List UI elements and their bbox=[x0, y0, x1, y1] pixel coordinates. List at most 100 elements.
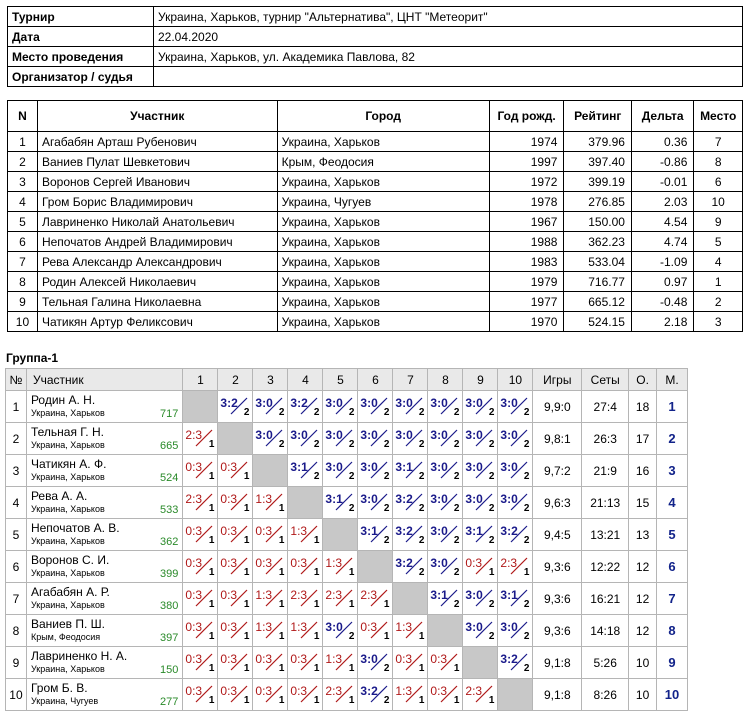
slash-icon bbox=[405, 557, 423, 575]
match-points: 2 bbox=[383, 663, 390, 674]
match-score: 3:2 2 bbox=[288, 391, 322, 419]
match-score: 0:3 1 bbox=[218, 519, 252, 547]
table-cell: -0.48 bbox=[630, 291, 695, 312]
match-score: 3:0 2 bbox=[428, 551, 462, 579]
group-row: 7 Агабабян А. Р. Украина, Харьков 380 0:3 1 0:… bbox=[5, 582, 688, 615]
match-points: 1 bbox=[208, 599, 215, 610]
score-text: 3:2 bbox=[220, 396, 238, 410]
score-text: 0:3 bbox=[220, 620, 238, 634]
score-text: 3:1 bbox=[430, 588, 448, 602]
match-score: 2:3 1 bbox=[183, 487, 217, 515]
info-label: Место проведения bbox=[7, 46, 154, 67]
match-points: 2 bbox=[523, 471, 530, 482]
match-score: 2:3 1 bbox=[463, 679, 497, 707]
score-text: 0:3 bbox=[395, 652, 413, 666]
match-result-cell: 3:0 2 bbox=[427, 550, 464, 583]
score-text: 2:3 bbox=[185, 492, 203, 506]
diagonal-cell bbox=[322, 518, 359, 551]
match-score: 3:0 2 bbox=[463, 423, 497, 451]
match-points: 2 bbox=[348, 471, 355, 482]
match-points: 2 bbox=[418, 535, 425, 546]
match-score: 0:3 1 bbox=[253, 551, 287, 579]
match-result-cell: 1:3 1 bbox=[252, 614, 289, 647]
table-cell: Украина, Харьков bbox=[276, 251, 490, 272]
group-results-table: № Участник 1 2 3 4 5 6 7 8 9 10 Игры Сеты О. М. 1 Родин … bbox=[5, 368, 688, 711]
match-score: 1:3 1 bbox=[393, 679, 427, 707]
points-cell: 12 bbox=[628, 550, 658, 583]
score-text: 3:1 bbox=[395, 460, 413, 474]
player-name: Тельная Г. Н. bbox=[30, 425, 104, 439]
games-cell: 9,3:6 bbox=[532, 582, 583, 615]
table-cell: Украина, Харьков bbox=[276, 131, 490, 152]
match-points: 1 bbox=[208, 471, 215, 482]
slash-icon bbox=[335, 589, 353, 607]
group-row: 8 Ваниев П. Ш. Крым, Феодосия 397 0:3 1 0:3 1 1:… bbox=[5, 614, 688, 647]
table-cell: 0.97 bbox=[630, 271, 695, 292]
score-text: 3:0 bbox=[465, 588, 483, 602]
score-text: 3:2 bbox=[395, 524, 413, 538]
match-score: 3:0 2 bbox=[358, 455, 392, 483]
slash-icon bbox=[510, 493, 528, 511]
match-score: 1:3 1 bbox=[253, 583, 287, 611]
slash-icon bbox=[230, 653, 248, 671]
match-points: 2 bbox=[453, 567, 460, 578]
table-cell: 0.36 bbox=[630, 131, 695, 152]
match-result-cell: 3:0 2 bbox=[392, 390, 429, 423]
match-points: 2 bbox=[488, 599, 495, 610]
match-result-cell: 3:0 2 bbox=[252, 390, 289, 423]
score-text: 3:0 bbox=[325, 460, 343, 474]
row-number: 8 bbox=[5, 614, 27, 647]
match-result-cell: 0:3 1 bbox=[182, 614, 219, 647]
match-result-cell: 2:3 1 bbox=[322, 678, 359, 711]
match-result-cell: 0:3 1 bbox=[252, 678, 289, 711]
match-result-cell: 3:2 2 bbox=[497, 518, 534, 551]
place-cell: 8 bbox=[656, 614, 688, 647]
match-score: 0:3 1 bbox=[183, 519, 217, 547]
match-points: 2 bbox=[383, 471, 390, 482]
group-row: 10 Гром Б. В. Украина, Чугуев 277 0:3 1 0:3 1 0:… bbox=[5, 678, 688, 711]
table-cell: 1983 bbox=[488, 251, 565, 272]
match-result-cell: 3:0 2 bbox=[427, 422, 464, 455]
match-result-cell: 3:0 2 bbox=[392, 422, 429, 455]
match-points: 2 bbox=[243, 407, 250, 418]
match-points: 1 bbox=[278, 663, 285, 674]
match-points: 2 bbox=[418, 503, 425, 514]
score-text: 0:3 bbox=[255, 524, 273, 538]
table-cell: 1997 bbox=[488, 151, 565, 172]
slash-icon bbox=[230, 461, 248, 479]
match-points: 2 bbox=[523, 599, 530, 610]
match-result-cell: 3:0 2 bbox=[287, 422, 324, 455]
match-score: 0:3 1 bbox=[428, 679, 462, 707]
match-points: 1 bbox=[313, 631, 320, 642]
match-score: 3:0 2 bbox=[323, 615, 357, 643]
match-score: 3:2 2 bbox=[393, 519, 427, 547]
match-score: 3:0 2 bbox=[393, 423, 427, 451]
slash-icon bbox=[370, 493, 388, 511]
diagonal-cell bbox=[217, 422, 254, 455]
info-row: Дата 22.04.2020 bbox=[7, 26, 743, 47]
match-result-cell: 3:2 2 bbox=[392, 486, 429, 519]
match-result-cell: 3:2 2 bbox=[392, 550, 429, 583]
table-cell: Рева Александр Александрович bbox=[36, 251, 278, 272]
slash-icon bbox=[440, 525, 458, 543]
table-cell: 1967 bbox=[488, 211, 565, 232]
match-result-cell: 1:3 1 bbox=[287, 614, 324, 647]
match-result-cell: 3:0 2 bbox=[427, 518, 464, 551]
match-points: 1 bbox=[313, 663, 320, 674]
info-value: Украина, Харьков, ул. Академика Павлова,… bbox=[153, 46, 743, 67]
group-column-header: 10 bbox=[497, 368, 534, 391]
score-text: 1:3 bbox=[395, 620, 413, 634]
slash-icon bbox=[195, 621, 213, 639]
score-text: 3:0 bbox=[395, 396, 413, 410]
column-header: Место bbox=[693, 100, 743, 132]
match-result-cell: 0:3 1 bbox=[287, 646, 324, 679]
score-text: 3:0 bbox=[500, 428, 518, 442]
score-text: 3:0 bbox=[430, 492, 448, 506]
match-points: 2 bbox=[453, 535, 460, 546]
player-name: Ваниев П. Ш. bbox=[30, 617, 105, 631]
match-result-cell: 3:1 2 bbox=[357, 518, 394, 551]
match-result-cell: 0:3 1 bbox=[252, 550, 289, 583]
match-score: 1:3 1 bbox=[253, 487, 287, 515]
table-cell: 10 bbox=[693, 191, 743, 212]
table-cell: 1974 bbox=[488, 131, 565, 152]
